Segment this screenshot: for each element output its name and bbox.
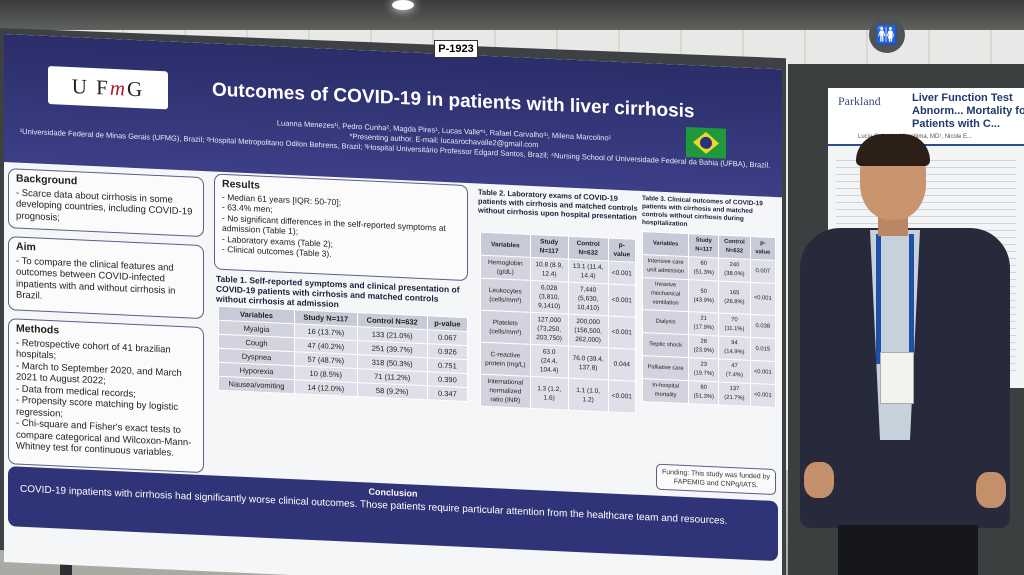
table-cell: 1.1 (1.0, 1.2) [568, 378, 609, 412]
table-header: p-value [608, 237, 636, 263]
table-cell: 13.1 (11.4, 14.4) [568, 259, 609, 284]
aim-section: Aim - To compare the clinical features a… [8, 236, 204, 320]
lanyard [876, 234, 914, 364]
table-header: Study N=117 [688, 233, 719, 258]
presenter-pants [838, 525, 978, 575]
table-cell: 23 (19.7%) [688, 357, 719, 382]
presenter-hand [976, 472, 1006, 508]
table-cell: <0.001 [750, 383, 776, 408]
table-cell: 0.007 [750, 259, 776, 284]
list-item: - Chi-square and Fisher's exact tests to… [16, 417, 192, 459]
funding-note: Funding: This study was funded by FAPEMI… [656, 463, 776, 496]
table-cell: 0.044 [608, 347, 636, 382]
parkland-poster-header: Parkland Liver Function Test Abnorm... M… [828, 88, 1024, 146]
table-cell: 58 (9.2%) [357, 382, 428, 400]
table-cell: 63.0 (24.4, 104.4) [530, 344, 569, 379]
table-cell: 6,028 (3,810, 9,1410) [530, 280, 569, 315]
table-cell: Septic shock [642, 332, 689, 358]
table-cell: 28 (23.9%) [688, 334, 719, 359]
table-cell: 7,440 (5,630, 10,410) [568, 282, 609, 316]
section-text: - To compare the clinical features and o… [16, 255, 176, 302]
table-cell: <0.001 [608, 283, 636, 318]
board-number-label: P-1923 [434, 40, 478, 58]
restroom-sign-icon: 🚻 [869, 17, 905, 53]
table-header: Variables [642, 231, 689, 257]
table-cell: 94 (14.9%) [718, 335, 751, 361]
table-cell: Nausea/vomiting [218, 376, 295, 394]
table-cell: <0.001 [750, 360, 776, 385]
table-cell: 240 (38.0%) [718, 257, 751, 283]
table-row: International normalized ratio (INR) 1.3… [480, 374, 636, 414]
name-badge [880, 352, 914, 404]
table-header: Control N=632 [718, 234, 751, 260]
table-header: Variables [480, 232, 531, 258]
ufmg-logo: U F m G [48, 65, 168, 110]
table2-caption: Table 2. Laboratory exams of COVID-19 pa… [478, 187, 638, 222]
background-section: Background - Scarce data about cirrhosis… [8, 168, 204, 238]
table-cell: International normalized ratio (INR) [480, 374, 531, 409]
parkland-logo: Parkland [838, 94, 881, 108]
table-cell: 0.347 [427, 385, 468, 402]
methods-section: Methods - Retrospective cohort of 41 bra… [8, 318, 204, 474]
table-cell: Palliative care [642, 355, 689, 381]
table-cell: C-reactive protein (mg/L) [480, 342, 531, 377]
table-cell: 60 (51.3%) [688, 380, 719, 405]
table-header: p-value [750, 236, 776, 261]
covid-cirrhosis-poster: U F m G Outcomes of COVID-19 in patients… [4, 34, 782, 575]
table-cell: 14 (12.0%) [294, 379, 358, 397]
table-cell: 137 (21.7%) [718, 381, 751, 407]
section-text: - Scarce data about cirrhosis in some de… [16, 187, 193, 224]
table-cell: Intensive care unit admission [642, 254, 689, 280]
table-cell: 47 (7.4%) [718, 358, 751, 384]
table-cell: In-hospital mortality [642, 378, 689, 404]
table-cell: Platelets (cells/mm³) [480, 310, 531, 345]
methods-list: - Retrospective cohort of 41 brazilian h… [16, 337, 196, 460]
table-cell: 50 (43.9%) [688, 279, 719, 313]
table-header: Study N=117 [530, 234, 569, 260]
table-cell: Dialysis [642, 309, 689, 335]
table-row: In-hospital mortality 60 (51.3%) 137 (21… [642, 378, 776, 408]
brazil-flag-icon [686, 126, 726, 159]
presenter [798, 130, 1024, 575]
table-cell: <0.001 [608, 379, 636, 414]
table3-caption: Table 3. Clinical outcomes of COVID-19 p… [642, 194, 763, 229]
table-cell: <0.001 [608, 315, 636, 350]
table2: Variables Study N=117 Control N=632 p-va… [480, 232, 636, 414]
table-cell: 200,000 (156,500, 262,000) [568, 314, 609, 348]
table3: Variables Study N=117 Control N=632 p-va… [642, 231, 776, 408]
table-cell: 21 (17.9%) [688, 311, 719, 336]
table-cell: 70 (11.1%) [718, 312, 751, 338]
table-header: Control N=632 [568, 236, 609, 261]
table1: Variables Study N=117 Control N=632 p-va… [218, 306, 468, 402]
table-cell: 60 (51.3%) [688, 256, 719, 281]
table-cell: <0.001 [608, 260, 636, 286]
table-cell: Leukocytes (cells/mm³) [480, 278, 531, 313]
results-section: Results - Median 61 years [IQR: 50-70]; … [214, 173, 468, 282]
table-cell: 10.8 (8.9, 12.4) [530, 257, 569, 283]
table-cell: 165 (26.8%) [718, 280, 751, 315]
table-cell: 76.0 (39.4, 137.8) [568, 346, 609, 380]
table-cell: 0.015 [750, 337, 776, 362]
table-cell: Hemoglobin (g/dL) [480, 255, 531, 281]
results-list: - Median 61 years [IQR: 50-70]; - 63.4% … [222, 191, 460, 265]
parkland-poster-title: Liver Function Test Abnorm... Mortality … [912, 92, 1024, 130]
table-cell: 127,000 (73,250, 203,750) [530, 312, 569, 347]
poster-title: Outcomes of COVID-19 in patients with li… [212, 79, 695, 123]
presenter-hair [856, 134, 930, 166]
presenter-hand [804, 462, 834, 498]
table-cell: 0.038 [750, 314, 776, 339]
ceiling-light [392, 0, 414, 10]
table-cell: 1.3 (1.2, 1.6) [530, 376, 569, 411]
table-cell: Invasive mechanical ventilation [642, 277, 689, 312]
table-cell: <0.001 [750, 282, 776, 316]
